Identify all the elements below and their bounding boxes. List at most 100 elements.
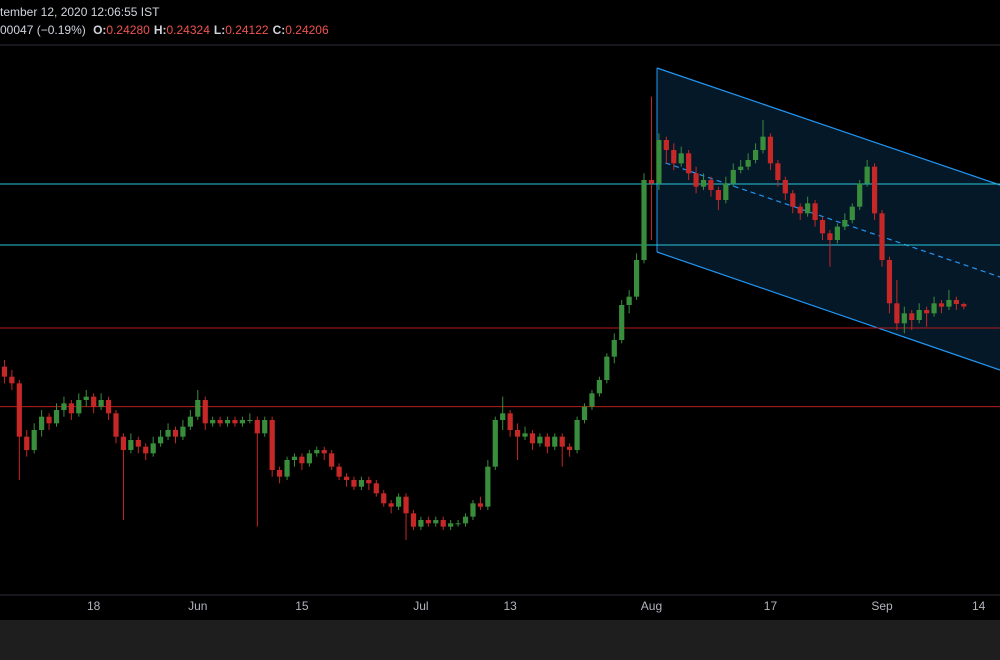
candle-body xyxy=(938,303,945,307)
candle-body xyxy=(857,183,863,207)
candle-body xyxy=(537,436,543,444)
candle-body xyxy=(425,520,431,524)
candle-body xyxy=(574,420,580,450)
candle-body xyxy=(730,170,736,184)
header-values: 00047 (−0.19%) O:0.24280 H:0.24324 L:0.241… xyxy=(0,23,329,37)
candle-body xyxy=(470,503,476,517)
candle-body xyxy=(752,150,759,160)
candle-body xyxy=(708,180,714,190)
candle-body xyxy=(277,470,283,477)
candle-body xyxy=(797,206,803,214)
candle-body xyxy=(648,180,655,184)
candle-body xyxy=(306,453,312,464)
candle-body xyxy=(158,436,164,444)
candle-body xyxy=(46,416,52,424)
candle-body xyxy=(366,480,372,484)
header-datetime: tember 12, 2020 12:06:55 IST xyxy=(0,5,160,19)
candle-body xyxy=(871,166,878,214)
x-tick-label: Sep xyxy=(871,599,893,613)
candle-body xyxy=(500,413,506,420)
candle-body xyxy=(611,340,617,357)
candle-body xyxy=(886,260,893,304)
candle-body xyxy=(641,180,647,260)
candle-body xyxy=(254,420,260,434)
candle-body xyxy=(321,450,327,454)
candle-body xyxy=(128,440,134,450)
candle-body xyxy=(686,153,692,174)
candle-body xyxy=(433,520,439,524)
candle-body xyxy=(247,420,253,421)
candle-body xyxy=(544,436,550,447)
ohlc-label: O: xyxy=(93,23,106,37)
candle-body xyxy=(381,493,387,504)
candle-body xyxy=(336,466,342,477)
candle-body xyxy=(83,396,89,400)
footer-bar xyxy=(0,620,1000,660)
candle-body xyxy=(492,420,498,467)
x-tick-label: Aug xyxy=(641,599,662,613)
candle-body xyxy=(738,166,744,170)
candle-body xyxy=(805,203,811,214)
candle-body xyxy=(76,400,82,414)
candle-body xyxy=(232,420,238,424)
x-tick-label: 14 xyxy=(972,599,986,613)
candle-body xyxy=(842,220,848,227)
candle-body xyxy=(269,420,275,470)
x-tick-label: 18 xyxy=(87,599,101,613)
candle-body xyxy=(596,380,603,394)
candle-body xyxy=(700,180,707,187)
candle-body xyxy=(16,383,22,437)
candle-body xyxy=(239,420,246,424)
candle-body xyxy=(262,420,268,434)
candle-body xyxy=(284,460,290,477)
channel-lower xyxy=(656,251,1000,371)
candle-body xyxy=(909,313,915,320)
candle-body xyxy=(358,480,365,487)
ohlc-value: 0.24206 xyxy=(285,23,329,37)
candle-body xyxy=(477,503,484,507)
candle-body xyxy=(924,310,930,314)
x-tick-label: 17 xyxy=(764,599,778,613)
candle-body xyxy=(418,520,424,527)
candle-body xyxy=(775,163,781,180)
candle-body xyxy=(589,393,595,407)
candle-body xyxy=(395,496,402,507)
candle-body xyxy=(953,300,959,304)
candle-body xyxy=(31,430,37,450)
candle-body xyxy=(790,193,796,207)
candle-body xyxy=(671,150,677,164)
header-change: 00047 (−0.19%) xyxy=(0,23,86,37)
candle-body xyxy=(299,456,305,464)
candle-body xyxy=(202,400,208,424)
candle-body xyxy=(715,190,721,200)
candle-body xyxy=(485,466,491,507)
candle-body xyxy=(894,303,900,324)
candle-body xyxy=(931,303,937,314)
candle-body xyxy=(329,453,335,467)
candle-body xyxy=(514,430,521,437)
candle-body xyxy=(448,523,454,527)
candle-body xyxy=(819,220,826,234)
candle-body xyxy=(373,483,379,494)
candle-body xyxy=(678,153,684,164)
candle-body xyxy=(767,136,774,164)
candle-body xyxy=(165,430,171,437)
candle-body xyxy=(626,296,632,305)
candle-body xyxy=(522,433,528,437)
channel-mid xyxy=(656,159,1000,278)
candle-body xyxy=(812,203,818,220)
candle-body xyxy=(723,183,729,200)
candle-body xyxy=(901,313,907,324)
x-tick-label: 15 xyxy=(295,599,309,613)
candle-body xyxy=(120,436,127,450)
ohlc-value: 0.24280 xyxy=(106,23,150,37)
candle-body xyxy=(195,400,201,417)
candle-body xyxy=(604,356,610,380)
candle-body xyxy=(410,513,417,527)
candle-body xyxy=(224,420,231,424)
candle-body xyxy=(291,456,298,460)
candle-body xyxy=(24,436,30,450)
candle-body xyxy=(656,140,662,184)
candle-body xyxy=(864,166,870,184)
candle-body xyxy=(217,420,223,424)
